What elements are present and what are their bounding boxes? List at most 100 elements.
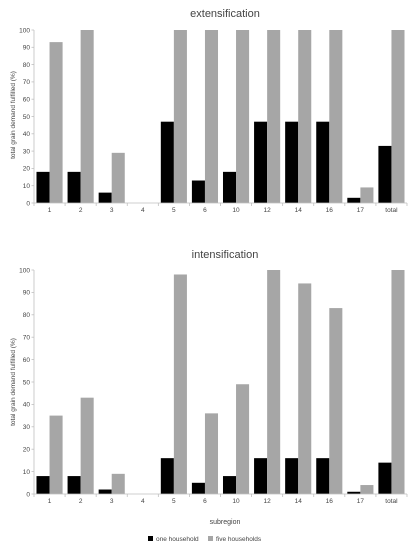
y-tick-label: 10 (23, 469, 31, 476)
x-tick-label: total (385, 207, 398, 214)
y-tick-label: 50 (23, 379, 31, 386)
x-tick-label: 12 (264, 498, 272, 505)
bar-one-household-16 (316, 121, 330, 203)
y-tick-label: 80 (23, 312, 31, 319)
y-axis-label: total grain demand fulfilled (%) (10, 338, 17, 426)
bar-five-households-total (391, 30, 405, 203)
bar-one-household-2 (67, 476, 81, 494)
x-tick-label: 3 (110, 498, 114, 505)
x-tick-label: 3 (110, 207, 114, 214)
x-tick-label: 14 (295, 498, 303, 505)
bar-five-households-5 (173, 274, 187, 494)
y-tick-label: 0 (26, 491, 30, 498)
x-tick-label: 10 (232, 498, 240, 505)
x-tick-label: 4 (141, 498, 145, 505)
bar-one-household-1 (36, 171, 50, 203)
x-tick-label: total (385, 498, 398, 505)
bar-one-household-5 (160, 121, 174, 203)
bar-one-household-10 (222, 171, 237, 203)
legend-label-five-households: five households (216, 536, 262, 543)
bar-five-households-1 (49, 415, 63, 494)
legend: one household five households (148, 536, 262, 543)
y-axis-label: total grain demand fulfilled (%) (10, 71, 17, 159)
y-tick-label: 10 (23, 183, 31, 190)
legend-swatch-one-household (148, 536, 153, 541)
y-tick-label: 40 (23, 131, 31, 138)
x-tick-label: 6 (203, 207, 207, 214)
x-tick-label: 5 (172, 207, 176, 214)
x-tick-label: 4 (141, 207, 145, 214)
bar-five-households-16 (329, 30, 343, 203)
legend-swatch-five-households (208, 536, 213, 541)
x-tick-label: 10 (232, 207, 240, 214)
y-tick-label: 60 (23, 357, 31, 364)
x-tick-label: 1 (48, 207, 52, 214)
bar-one-household-1 (36, 476, 50, 494)
bar-one-household-16 (316, 458, 330, 494)
y-tick-label: 80 (23, 62, 31, 69)
bar-one-household-5 (160, 458, 174, 494)
x-tick-label: 17 (357, 207, 365, 214)
y-tick-label: 50 (23, 114, 31, 121)
bar-one-household-6 (191, 482, 205, 494)
bar-five-households-3 (111, 473, 125, 494)
bar-five-households-14 (298, 30, 312, 203)
x-axis-label: subregion (210, 519, 241, 526)
x-tick-label: 17 (357, 498, 365, 505)
y-tick-label: 20 (23, 447, 31, 454)
legend-label-one-household: one household (156, 536, 199, 543)
x-tick-label: 16 (326, 207, 334, 214)
y-tick-label: 40 (23, 402, 31, 409)
bar-one-household-14 (285, 458, 299, 494)
bar-five-households-3 (111, 152, 125, 203)
y-tick-label: 30 (23, 148, 31, 155)
x-tick-label: 6 (203, 498, 207, 505)
bar-one-household-10 (222, 476, 237, 494)
y-tick-label: 100 (19, 27, 30, 34)
x-tick-label: 5 (172, 498, 176, 505)
y-tick-label: 90 (23, 45, 31, 52)
y-tick-label: 60 (23, 97, 31, 104)
bar-one-household-3 (98, 192, 112, 203)
bar-one-household-3 (98, 489, 112, 494)
bar-five-households-12 (267, 270, 281, 494)
y-tick-label: 70 (23, 79, 31, 86)
bar-five-households-total (391, 270, 405, 494)
bar-five-households-2 (80, 30, 94, 203)
bar-five-households-16 (329, 308, 343, 494)
bar-five-households-6 (204, 413, 219, 494)
bar-five-households-1 (49, 42, 63, 203)
chart-intensification: intensification total grain demand fulfi… (10, 249, 408, 526)
bar-one-household-14 (285, 121, 299, 203)
bar-one-household-12 (254, 121, 268, 203)
bar-one-household-total (378, 145, 392, 203)
y-tick-label: 100 (19, 267, 30, 274)
bar-five-households-6 (204, 30, 219, 203)
x-tick-label: 2 (79, 498, 83, 505)
x-tick-label: 2 (79, 207, 83, 214)
bar-five-households-12 (267, 30, 281, 203)
bar-five-households-17 (360, 485, 374, 494)
bar-five-households-14 (298, 283, 312, 494)
bar-one-household-17 (347, 491, 361, 494)
y-tick-label: 20 (23, 166, 31, 173)
y-tick-label: 0 (26, 200, 30, 207)
bar-one-household-2 (67, 171, 81, 203)
bar-one-household-17 (347, 197, 361, 203)
y-tick-label: 30 (23, 424, 31, 431)
y-tick-label: 90 (23, 290, 31, 297)
bar-five-households-2 (80, 397, 94, 494)
chart-title: extensification (190, 8, 260, 20)
bar-five-households-5 (173, 30, 187, 203)
x-tick-label: 14 (295, 207, 303, 214)
y-tick-label: 70 (23, 335, 31, 342)
bar-one-household-6 (191, 180, 205, 203)
bar-one-household-total (378, 462, 392, 494)
bar-five-households-17 (360, 187, 374, 203)
chart-extensification: extensification total grain demand fulfi… (10, 8, 408, 214)
bar-one-household-12 (254, 458, 268, 494)
chart-title: intensification (192, 249, 259, 261)
x-tick-label: 1 (48, 498, 52, 505)
x-tick-label: 16 (326, 498, 334, 505)
